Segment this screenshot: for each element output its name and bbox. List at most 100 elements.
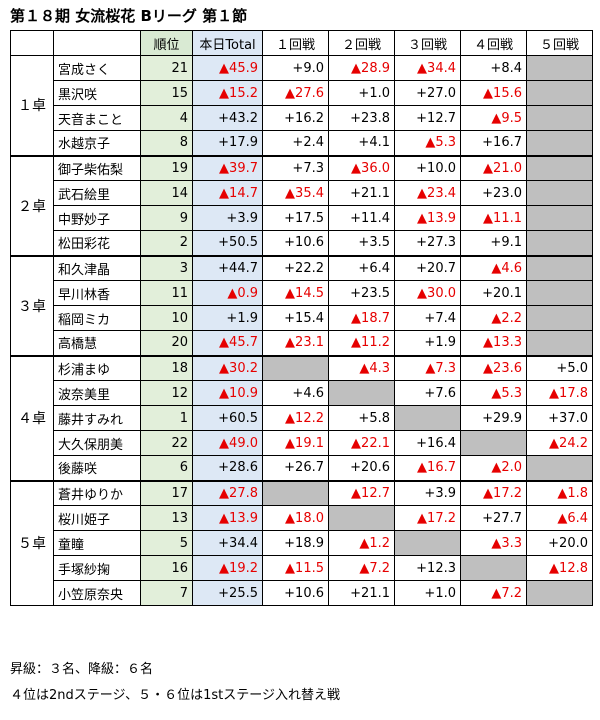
player-total: ▲45.7 bbox=[192, 330, 263, 357]
player-rank: 14 bbox=[140, 180, 193, 206]
player-rank: 1 bbox=[140, 405, 193, 431]
game-score: +1.9 bbox=[394, 330, 461, 357]
table-row: 中野妙子 9 +3.9 +17.5 +11.4 ▲13.9 ▲11.1 bbox=[11, 205, 593, 231]
game-score: ▲13.3 bbox=[460, 330, 527, 357]
game-score: ▲23.6 bbox=[460, 355, 527, 381]
game-score: ▲1.2 bbox=[328, 530, 395, 556]
header-game-4: ４回戦 bbox=[460, 30, 527, 56]
game-score: ▲2.0 bbox=[460, 455, 527, 482]
player-total: +1.9 bbox=[192, 305, 263, 331]
player-total: +43.2 bbox=[192, 105, 263, 131]
header-game-2: ２回戦 bbox=[328, 30, 395, 56]
table-body: １卓 宮成さく 21 ▲45.9 +9.0 ▲28.9 ▲34.4 +8.4 黒沢咲 15 ▲15.… bbox=[10, 55, 593, 606]
player-name: 杉浦まゆ bbox=[53, 355, 141, 381]
bye-cell bbox=[526, 105, 593, 131]
player-name: 高橋慧 bbox=[53, 330, 141, 357]
game-score: +3.9 bbox=[394, 480, 461, 506]
bye-cell bbox=[526, 230, 593, 257]
player-rank: 10 bbox=[140, 305, 193, 331]
bye-cell bbox=[526, 305, 593, 331]
game-score: ▲11.1 bbox=[460, 205, 527, 231]
player-name: 中野妙子 bbox=[53, 205, 141, 231]
table-row: 松田彩花 2 +50.5 +10.6 +3.5 +27.3 +9.1 bbox=[11, 230, 593, 257]
player-total: +28.6 bbox=[192, 455, 263, 482]
game-score: ▲23.4 bbox=[394, 180, 461, 206]
player-name: 武石絵里 bbox=[53, 180, 141, 206]
game-score: ▲12.8 bbox=[526, 555, 593, 581]
footer-stage-note: ４位は2ndステージ、５・６位は1stステージ入れ替え戦 bbox=[10, 688, 340, 703]
game-score: +37.0 bbox=[526, 405, 593, 431]
game-score: +23.8 bbox=[328, 105, 395, 131]
player-total: ▲14.7 bbox=[192, 180, 263, 206]
game-score: +2.4 bbox=[262, 130, 329, 157]
player-name: 後藤咲 bbox=[53, 455, 141, 482]
game-score: ▲4.3 bbox=[328, 355, 395, 381]
bye-cell bbox=[526, 455, 593, 482]
game-score: +8.4 bbox=[460, 55, 527, 81]
table-row: 稲岡ミカ 10 +1.9 +15.4 ▲18.7 +7.4 ▲2.2 bbox=[11, 305, 593, 331]
player-total: ▲19.2 bbox=[192, 555, 263, 581]
player-total: +60.5 bbox=[192, 405, 263, 431]
table-row: 桜川姫子 13 ▲13.9 ▲18.0 ▲17.2 +27.7 ▲6.4 bbox=[11, 505, 593, 531]
table-row: 黒沢咲 15 ▲15.2 ▲27.6 +1.0 +27.0 ▲15.6 bbox=[11, 80, 593, 106]
game-score: ▲24.2 bbox=[526, 430, 593, 456]
game-score: +16.7 bbox=[460, 130, 527, 157]
game-score: ▲6.4 bbox=[526, 505, 593, 531]
game-score: +6.4 bbox=[328, 255, 395, 281]
game-score: ▲16.7 bbox=[394, 455, 461, 482]
bye-cell bbox=[526, 55, 593, 81]
game-score: +17.5 bbox=[262, 205, 329, 231]
game-score: +1.0 bbox=[328, 80, 395, 106]
game-score: ▲35.4 bbox=[262, 180, 329, 206]
game-score: +16.4 bbox=[394, 430, 461, 456]
table-row: 早川林香 11 ▲0.9 ▲14.5 +23.5 ▲30.0 +20.1 bbox=[11, 280, 593, 306]
table-row: 高橋慧 20 ▲45.7 ▲23.1 ▲11.2 +1.9 ▲13.3 bbox=[11, 330, 593, 357]
game-score: +5.8 bbox=[328, 405, 395, 431]
game-score: ▲17.2 bbox=[394, 505, 461, 531]
game-score: +23.0 bbox=[460, 180, 527, 206]
player-name: 和久津晶 bbox=[53, 255, 141, 281]
game-score: ▲23.1 bbox=[262, 330, 329, 357]
game-score: +10.6 bbox=[262, 230, 329, 257]
game-score: +27.3 bbox=[394, 230, 461, 257]
bye-cell bbox=[526, 255, 593, 281]
game-score: +16.2 bbox=[262, 105, 329, 131]
player-total: ▲10.9 bbox=[192, 380, 263, 406]
game-score: ▲19.1 bbox=[262, 430, 329, 456]
game-score: ▲14.5 bbox=[262, 280, 329, 306]
player-rank: 3 bbox=[140, 255, 193, 281]
player-total: +3.9 bbox=[192, 205, 263, 231]
game-score: +26.7 bbox=[262, 455, 329, 482]
game-score: +4.1 bbox=[328, 130, 395, 157]
player-name: 蒼井ゆりか bbox=[53, 480, 141, 506]
player-total: +44.7 bbox=[192, 255, 263, 281]
table-row: 手塚紗掬 16 ▲19.2 ▲11.5 ▲7.2 +12.3 ▲12.8 bbox=[11, 555, 593, 581]
game-score: ▲13.9 bbox=[394, 205, 461, 231]
table-row: 藤井すみれ 1 +60.5 ▲12.2 +5.8 +29.9 +37.0 bbox=[11, 405, 593, 431]
player-total: ▲39.7 bbox=[192, 155, 263, 181]
player-rank: 7 bbox=[140, 580, 193, 606]
table-row: ５卓 蒼井ゆりか 17 ▲27.8 ▲12.7 +3.9 ▲17.2 ▲1.8 bbox=[10, 480, 593, 606]
bye-cell bbox=[526, 80, 593, 106]
header-total: 本日Total bbox=[192, 30, 263, 56]
game-score: ▲2.2 bbox=[460, 305, 527, 331]
game-score: ▲12.2 bbox=[262, 405, 329, 431]
table-label: ５卓 bbox=[10, 480, 54, 606]
player-total: +50.5 bbox=[192, 230, 263, 257]
header-rank: 順位 bbox=[140, 30, 193, 56]
player-rank: 20 bbox=[140, 330, 193, 357]
player-rank: 16 bbox=[140, 555, 193, 581]
player-total: ▲49.0 bbox=[192, 430, 263, 456]
header-blank-name bbox=[53, 30, 141, 56]
game-score: ▲7.3 bbox=[394, 355, 461, 381]
table-row: 童瞳 5 +34.4 +18.9 ▲1.2 ▲3.3 +20.0 bbox=[11, 530, 593, 556]
game-score: ▲5.3 bbox=[394, 130, 461, 157]
table-row: １卓 宮成さく 21 ▲45.9 +9.0 ▲28.9 ▲34.4 +8.4 bbox=[10, 55, 593, 157]
game-score: +11.4 bbox=[328, 205, 395, 231]
player-name: 藤井すみれ bbox=[53, 405, 141, 431]
game-score: ▲3.3 bbox=[460, 530, 527, 556]
game-score: +23.5 bbox=[328, 280, 395, 306]
game-score: ▲34.4 bbox=[394, 55, 461, 81]
game-score: +3.5 bbox=[328, 230, 395, 257]
game-score: ▲9.5 bbox=[460, 105, 527, 131]
